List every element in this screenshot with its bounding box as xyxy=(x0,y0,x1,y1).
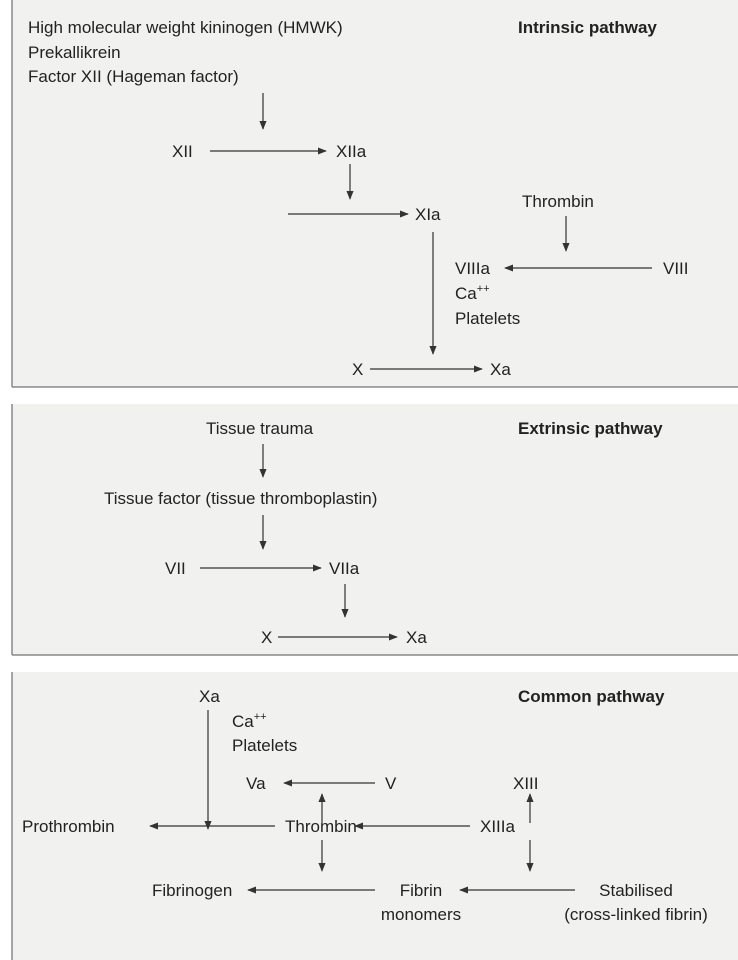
node-label: Xa xyxy=(490,360,511,379)
node-label: (cross-linked fibrin) xyxy=(564,905,708,924)
node-label: X xyxy=(352,360,363,379)
panel-bg xyxy=(12,672,738,960)
node-label: XIa xyxy=(415,205,441,224)
node-label: Ca++ xyxy=(455,283,490,303)
node-label: XII xyxy=(172,142,193,161)
node-label: X xyxy=(261,628,272,647)
node-label: XIII xyxy=(513,774,539,793)
panel-bg xyxy=(12,404,738,655)
node-label: VIIIa xyxy=(455,259,491,278)
node-label: VII xyxy=(165,559,186,578)
node-label: Stabilised xyxy=(599,881,673,900)
node-label: Platelets xyxy=(455,309,520,328)
label-sup: ++ xyxy=(254,711,267,723)
node-label: Xa xyxy=(406,628,427,647)
node-label: Prekallikrein xyxy=(28,43,121,62)
node-label: High molecular weight kininogen (HMWK) xyxy=(28,18,343,37)
label-text: Ca xyxy=(232,712,254,731)
panel-title: Intrinsic pathway xyxy=(518,18,657,37)
node-label: Thrombin xyxy=(285,817,357,836)
node-label: Va xyxy=(246,774,266,793)
node-label: VIII xyxy=(663,259,689,278)
node-label: Prothrombin xyxy=(22,817,115,836)
node-label: XIIa xyxy=(336,142,367,161)
node-label: Fibrin xyxy=(400,881,443,900)
node-label: XIIIa xyxy=(480,817,516,836)
node-label: Ca++ xyxy=(232,711,267,731)
extrinsic-panel: Extrinsic pathway Tissue trauma Tissue f… xyxy=(11,404,738,656)
intrinsic-panel: Intrinsic pathway High molecular weight … xyxy=(11,0,738,388)
node-label: Tissue trauma xyxy=(206,419,314,438)
node-label: Thrombin xyxy=(522,192,594,211)
node-label: Fibrinogen xyxy=(152,881,232,900)
node-label: Factor XII (Hageman factor) xyxy=(28,67,239,86)
node-label: Tissue factor (tissue thromboplastin) xyxy=(104,489,377,508)
node-label: Platelets xyxy=(232,736,297,755)
node-label: Xa xyxy=(199,687,220,706)
node-label: V xyxy=(385,774,397,793)
common-panel: Common pathway Xa Ca++ Platelets Va V XI… xyxy=(11,672,738,960)
panel-bg xyxy=(12,0,738,387)
node-label: monomers xyxy=(381,905,461,924)
label-text: Ca xyxy=(455,284,477,303)
node-label: VIIa xyxy=(329,559,360,578)
panel-title: Common pathway xyxy=(518,687,665,706)
panel-title: Extrinsic pathway xyxy=(518,419,663,438)
label-sup: ++ xyxy=(477,283,490,295)
